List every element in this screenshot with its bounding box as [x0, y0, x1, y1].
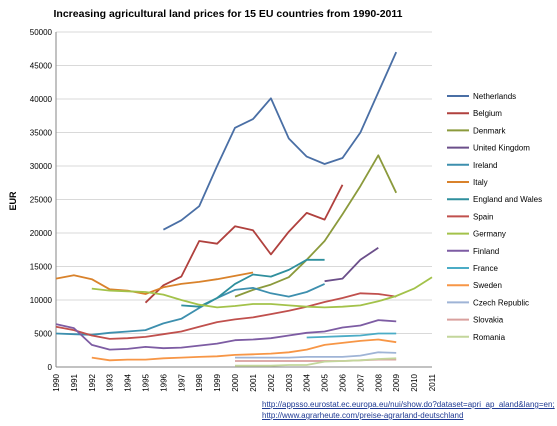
series-line-denmark: [234, 154, 398, 298]
source-link-eurostat[interactable]: http://appsso.eurostat.ec.europa.eu/nui/…: [262, 400, 555, 409]
legend-entry: Sweden: [473, 281, 502, 290]
x-tick-label: 2007: [356, 373, 365, 391]
y-tick-label: 30000: [30, 162, 53, 171]
series-line-germany: [91, 276, 433, 309]
legend-entry: Spain: [473, 212, 493, 221]
gridlines: [55, 31, 432, 368]
x-tick-label: 2001: [249, 373, 258, 391]
legend-entry: Germany: [473, 230, 506, 239]
y-axis-label: EUR: [8, 191, 18, 211]
series-lines: [55, 51, 433, 367]
legend-entry: France: [473, 264, 498, 273]
series-line-netherlands: [162, 51, 398, 231]
x-tick-labels: 1990 1991 1992 1993 1994 1995 1996 1997 1998 1999…: [52, 373, 437, 391]
series-line-ireland: [55, 283, 325, 336]
legend: Netherlands Belgium Denmark United Kingdom I…: [447, 92, 542, 342]
legend-entry: Netherlands: [473, 92, 516, 101]
series-line-spain: [55, 292, 397, 340]
legend-entry: Denmark: [473, 126, 506, 135]
x-tick-label: 2011: [428, 373, 437, 391]
y-tick-label: 35000: [30, 129, 53, 138]
source-link-agrarheute[interactable]: http://www.agrarheute.com/preise-agrarla…: [262, 411, 464, 420]
legend-entry: United Kingdom: [473, 144, 530, 153]
y-tick-label: 0: [48, 363, 53, 372]
y-tick-label: 25000: [30, 196, 53, 205]
series-line-czech-republic: [235, 351, 397, 359]
y-tick-labels: 0 5000 10000 15000 20000 25000 30000 35000 40000…: [30, 28, 53, 372]
x-tick-label: 2006: [338, 373, 347, 391]
legend-entry: Romania: [473, 333, 506, 342]
series-line-finland: [55, 319, 397, 351]
legend-entry: Finland: [473, 247, 499, 256]
x-tick-label: 1999: [213, 373, 222, 391]
series-line-united-kingdom: [324, 246, 379, 283]
x-tick-label: 2004: [303, 373, 312, 391]
x-tick-label: 2010: [410, 373, 419, 391]
x-tick-label: 2003: [285, 373, 294, 391]
x-tick-label: 1993: [106, 373, 115, 391]
x-tick-label: 1995: [142, 373, 151, 391]
x-tick-label: 1997: [177, 373, 186, 391]
series-line-france: [306, 332, 397, 339]
x-tick-label: 2009: [392, 373, 401, 391]
legend-entry: England and Wales: [473, 195, 542, 204]
x-tick-label: 2008: [374, 373, 383, 391]
legend-entry: Czech Republic: [473, 298, 529, 307]
x-tick-label: 2000: [231, 373, 240, 391]
series-line-romania: [235, 357, 397, 367]
legend-entry: Italy: [473, 178, 488, 187]
x-tick-label: 1998: [195, 373, 204, 391]
series-line-sweden: [91, 338, 397, 362]
chart-title: Increasing agricultural land prices for …: [54, 8, 403, 20]
y-tick-label: 45000: [30, 62, 53, 71]
y-tick-label: 20000: [30, 229, 53, 238]
x-tick-label: 1996: [159, 373, 168, 391]
series-line-belgium: [144, 184, 344, 304]
legend-entry: Ireland: [473, 161, 497, 170]
x-tick-label: 2005: [321, 373, 330, 391]
y-tick-label: 5000: [34, 330, 52, 339]
series-line-italy: [55, 271, 254, 295]
y-tick-label: 10000: [30, 296, 53, 305]
x-tick-label: 1990: [52, 373, 61, 391]
y-tick-label: 40000: [30, 95, 53, 104]
y-tick-label: 15000: [30, 263, 53, 272]
x-tick-label: 1994: [124, 373, 133, 391]
y-tick-label: 50000: [30, 28, 53, 37]
x-tick-label: 2002: [267, 373, 276, 391]
x-tick-label: 1992: [88, 373, 97, 391]
x-tick-label: 1991: [70, 373, 79, 391]
legend-entry: Slovakia: [473, 316, 504, 325]
legend-entry: Belgium: [473, 109, 502, 118]
series-line-england-and-wales: [181, 258, 325, 308]
